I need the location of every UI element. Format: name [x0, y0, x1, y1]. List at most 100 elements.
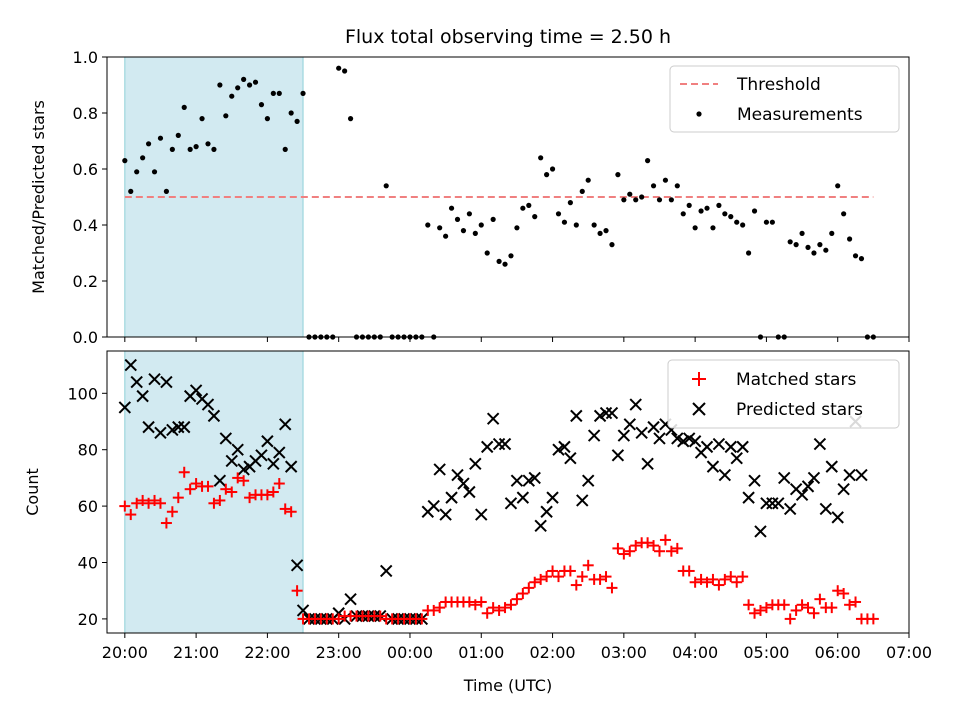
measurement-point: [169, 146, 175, 152]
matched-point: [826, 602, 838, 614]
measurement-point: [668, 197, 674, 203]
predicted-point: [469, 457, 482, 471]
measurement-point: [484, 250, 490, 256]
measurement-point: [151, 169, 158, 175]
x-tick-label: 00:00: [387, 643, 433, 662]
measurement-point: [336, 65, 342, 71]
predicted-point: [724, 440, 737, 454]
predicted-point: [772, 497, 785, 510]
predicted-point: [558, 440, 571, 454]
measurement-point: [746, 250, 752, 256]
predicted-point: [677, 435, 690, 448]
matched-point: [541, 571, 553, 583]
matched-point: [475, 596, 487, 608]
predicted-point: [831, 511, 844, 524]
x-tick-label: 04:00: [672, 643, 718, 662]
measurement-point: [258, 102, 265, 108]
matched-point: [850, 596, 862, 608]
measurement-point: [145, 141, 152, 147]
top-legend: Threshold Measurements: [669, 65, 900, 133]
matched-point: [499, 602, 511, 614]
predicted-point: [783, 502, 797, 516]
bottom-y-axis-label: Count: [23, 468, 42, 516]
matched-point: [535, 573, 547, 585]
matched-point: [493, 604, 505, 616]
measurement-point: [544, 172, 550, 178]
legend-predicted-swatch: [692, 402, 706, 416]
legend-matched-swatch: [692, 372, 706, 386]
matched-point: [529, 576, 541, 588]
matched-point: [434, 602, 446, 614]
matched-point: [760, 602, 772, 614]
predicted-point: [451, 468, 464, 482]
matched-point: [463, 596, 475, 608]
matched-point: [582, 559, 594, 571]
matched-point: [511, 593, 523, 605]
measurement-point: [282, 146, 288, 152]
predicted-point: [754, 525, 767, 538]
matched-point: [202, 480, 214, 492]
predicted-point: [605, 406, 619, 420]
measurement-point: [692, 225, 698, 231]
matched-point: [172, 492, 184, 504]
measurement-point: [490, 216, 496, 222]
predicted-point: [237, 463, 250, 476]
bottom-y-tick-label: 80: [78, 441, 98, 460]
measurement-point: [633, 197, 639, 203]
measurement-point: [223, 113, 229, 119]
top-y-axis-label: Matched/Predicted stars: [29, 100, 48, 294]
predicted-point: [742, 491, 755, 504]
measurement-point: [656, 197, 663, 203]
predicted-point: [510, 474, 524, 487]
measurement-point: [466, 211, 472, 217]
measurement-point: [496, 258, 502, 264]
measurement-point: [858, 256, 865, 262]
measurement-point: [288, 110, 294, 116]
matched-point: [238, 475, 250, 487]
measurement-point: [740, 222, 746, 228]
matched-point: [778, 599, 790, 611]
matched-point: [701, 576, 713, 588]
predicted-point: [736, 440, 749, 454]
predicted-point: [855, 468, 868, 482]
x-tick-label: 07:00: [886, 643, 932, 662]
top-panel: 0.0 0.2 0.4 0.6 0.8 1.0 Matched/Predicted sta…: [29, 48, 910, 347]
matched-point: [784, 613, 796, 625]
predicted-point: [463, 485, 476, 499]
bottom-y-tick-label: 20: [78, 610, 98, 629]
x-tick-label: 06:00: [815, 643, 861, 662]
matched-point: [547, 565, 559, 577]
matched-point: [564, 565, 576, 577]
measurement-point: [609, 242, 615, 248]
predicted-point: [795, 488, 809, 502]
predicted-point: [255, 449, 268, 462]
matched-point: [160, 517, 172, 529]
matched-point: [653, 545, 665, 557]
matched-point: [612, 542, 624, 554]
matched-point: [576, 571, 588, 583]
matched-point: [790, 604, 802, 616]
top-y-tick-label: 0.0: [73, 328, 98, 347]
measurement-point: [561, 219, 568, 225]
measurement-point: [347, 116, 354, 122]
top-y-tick-label: 1.0: [73, 48, 98, 67]
predicted-point: [166, 423, 179, 437]
matched-point: [184, 483, 196, 495]
matched-point: [267, 486, 279, 498]
predicted-point: [118, 401, 132, 414]
measurement-point: [163, 188, 170, 194]
predicted-point: [142, 420, 155, 434]
measurement-point: [817, 242, 823, 248]
predicted-point: [570, 409, 583, 423]
measurement-point: [698, 208, 704, 214]
measurement-point: [508, 253, 514, 259]
top-plot-frame: [106, 56, 910, 338]
matched-point: [743, 599, 755, 611]
measurement-point: [799, 230, 805, 236]
matched-point: [481, 607, 493, 619]
predicted-point: [688, 435, 702, 448]
measurement-point: [686, 202, 692, 208]
predicted-point: [730, 451, 743, 465]
measurement-point: [573, 222, 579, 228]
x-tick-label: 20:00: [102, 643, 148, 662]
